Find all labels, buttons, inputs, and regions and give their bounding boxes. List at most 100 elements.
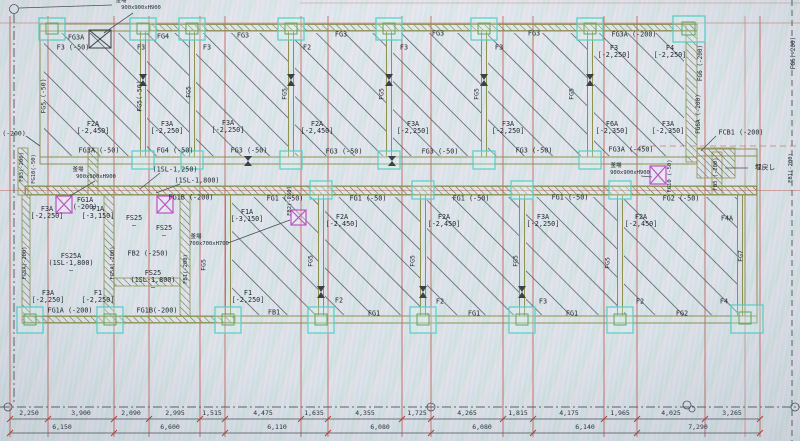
dimension-label: 4,475 xyxy=(253,409,273,417)
plan-label: 釜場 xyxy=(72,167,84,174)
plan-label: FG1 (-50) xyxy=(349,194,387,203)
plan-label: F4 xyxy=(719,297,729,306)
plan-label: 釜場 xyxy=(610,163,622,170)
dimension-label: 1,515 xyxy=(202,409,222,417)
dimension-lines xyxy=(3,4,800,434)
plan-label: F2A [-2,450] xyxy=(300,119,334,135)
plan-label: F2 xyxy=(302,43,312,52)
plan-label: FG3 (-50) xyxy=(325,147,363,156)
plan-label: FG5 xyxy=(306,255,315,267)
plan-label: F3A [-2,350] xyxy=(651,119,685,135)
girders xyxy=(21,23,758,324)
plan-label: FG1 (-50) xyxy=(551,193,589,202)
plan-label: FG5A(-200) xyxy=(22,246,29,280)
dimension-label: 6,140 xyxy=(575,423,595,431)
plan-label: 釜場 xyxy=(115,0,127,5)
plan-label: F4 [-2,250] xyxy=(653,43,687,59)
plan-label: F2A [-2,450] xyxy=(325,212,359,228)
plan-label: FG1B (-200) xyxy=(168,193,214,202)
plan-label: FG5 xyxy=(377,88,386,100)
dimension-label: 3,900 xyxy=(71,409,91,417)
plan-label: F4A xyxy=(720,214,734,223)
plan-label: FG4 xyxy=(156,32,170,41)
plan-label: FS25 (1SL-1,800) — xyxy=(130,269,176,292)
column-sections xyxy=(23,21,752,326)
plan-label: FB1 xyxy=(267,308,281,317)
plan-label: F1 [-2,250] xyxy=(231,288,265,304)
dimension-label: 1,635 xyxy=(304,409,324,417)
plan-label: FG3 xyxy=(431,29,445,38)
plan-label: F3 xyxy=(538,297,548,306)
plan-label: F1A [-3,150] xyxy=(81,204,115,220)
plan-label: 900x900xH900 xyxy=(76,174,116,181)
plan-label: FG6A (-200) xyxy=(694,94,702,134)
plan-label: FB1(-200) xyxy=(788,153,795,183)
plan-label: FG1B(-200) xyxy=(136,306,178,315)
plan-label: FB3 (-200) xyxy=(713,157,720,191)
dimension-label: 4,025 xyxy=(661,409,681,417)
dimension-label: 1,965 xyxy=(610,409,630,417)
plan-label: FCB1 (-200) xyxy=(718,128,764,137)
plan-label: FG7 xyxy=(736,250,745,262)
plan-label: FS25 — xyxy=(155,223,173,239)
plan-label: FG5 xyxy=(472,88,481,100)
plan-label: F3 xyxy=(136,43,146,52)
plan-label: FG3 (-50) xyxy=(230,146,268,155)
plan-label: 700x700xH700 xyxy=(189,241,229,248)
plan-label: (-200) xyxy=(2,129,26,138)
plan-label: F1A [-3,150] xyxy=(230,207,264,223)
dimension-label: 4,355 xyxy=(355,409,375,417)
dimension-label: 4,175 xyxy=(559,409,579,417)
dimension-label: 2,090 xyxy=(121,409,141,417)
plan-label: (1SL-1,800) xyxy=(174,176,220,185)
plan-label: FB1(-200) xyxy=(183,254,190,284)
dimension-label: 6,080 xyxy=(370,423,390,431)
plan-label: FG3A (-450) xyxy=(608,145,654,154)
plan-label: 埋戻し xyxy=(754,163,776,172)
plan-label: F2 xyxy=(635,297,645,306)
plan-label: F3A [-2,250] xyxy=(526,212,560,228)
plan-label: FG1A (-200) xyxy=(72,195,98,211)
plan-label: F2 xyxy=(334,296,344,305)
dimension-label: 7,290 xyxy=(688,423,708,431)
plan-label: F2A [-2,450] xyxy=(427,212,461,228)
plan-label: 900x900xH900 xyxy=(610,170,650,177)
plan-label: FS25 — xyxy=(125,213,143,229)
plan-label: 釜場 xyxy=(190,234,202,241)
plan-label: FG3A (-50) xyxy=(78,146,120,155)
plan-label: F2 xyxy=(435,297,445,306)
plan-label: FG3 (-50) xyxy=(515,146,553,155)
plan-label: FG1 (-50) xyxy=(452,194,490,203)
plan-label: FG1 xyxy=(367,309,381,318)
plan-label: FG2 (-50) xyxy=(662,194,700,203)
plan-label: FG5 xyxy=(199,259,208,271)
plan-label: FB2 (-250) xyxy=(127,249,169,258)
dimension-label: 6,080 xyxy=(472,423,492,431)
plan-label: FG3 (-50) xyxy=(421,147,459,156)
plan-label: FG1 (-50) xyxy=(266,194,304,203)
plan-label: F3 xyxy=(494,43,504,52)
plan-label: F3A [-2,250] xyxy=(30,204,64,220)
plan-label: F3 xyxy=(202,43,212,52)
plan-label: F3A [-2,250] xyxy=(211,118,245,134)
dimension-ticks xyxy=(6,415,764,437)
plan-label: FG3A (-200) xyxy=(611,30,657,39)
dimension-label: 4,265 xyxy=(457,409,477,417)
plan-label: FG4 (-50) xyxy=(156,146,194,155)
dimension-label: 6,150 xyxy=(52,423,72,431)
plan-label: FB3(-200) xyxy=(19,152,26,182)
plan-label: F3A [-2,250] xyxy=(396,119,430,135)
plan-label: FG3 xyxy=(334,30,348,39)
plan-label: FG1 xyxy=(467,309,481,318)
dimension-label: 2,250 xyxy=(19,409,39,417)
dimension-label: 6,600 xyxy=(160,423,180,431)
cell-hatch xyxy=(44,33,738,315)
plan-label: FG1 xyxy=(565,309,579,318)
plan-label: F6A [-2,350] xyxy=(595,119,629,135)
plan-label: FG5(-50) xyxy=(135,80,144,112)
plan-label: FG10 (-50) xyxy=(667,159,674,193)
